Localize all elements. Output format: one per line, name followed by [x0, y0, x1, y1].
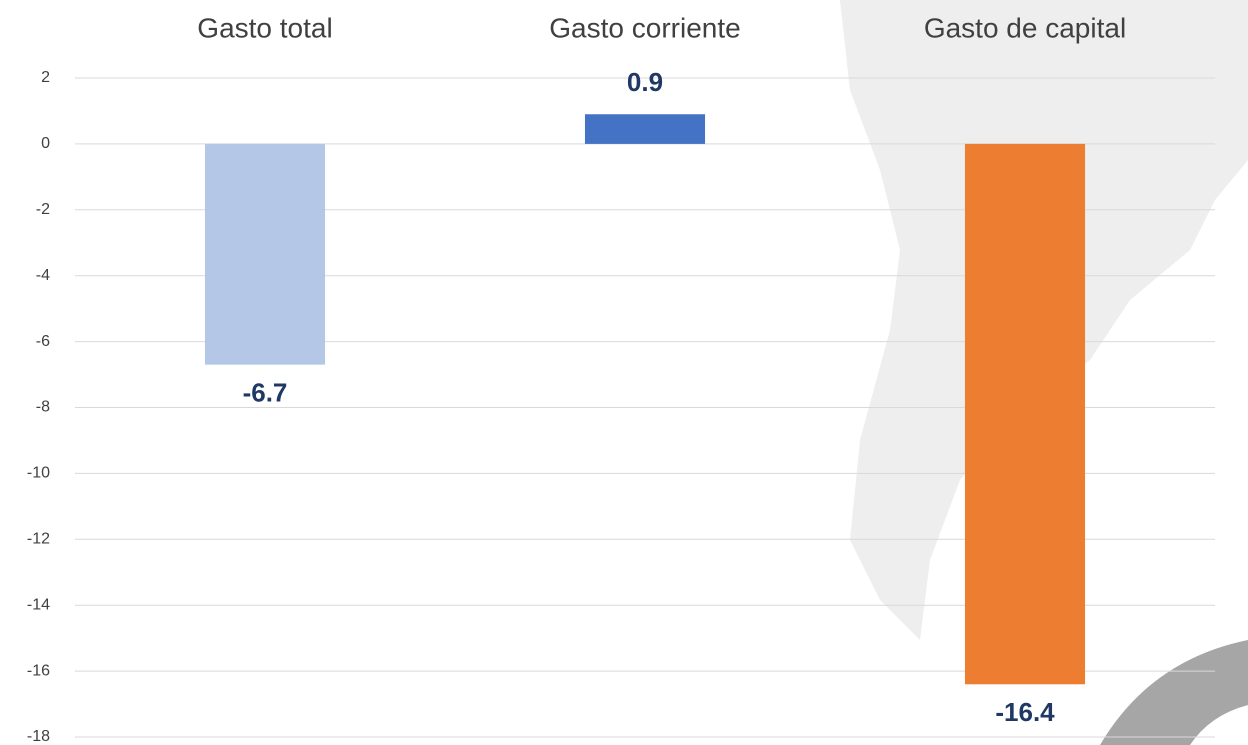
bar [964, 143, 1086, 685]
y-tick-label: -6 [36, 333, 50, 350]
y-tick-label: -2 [36, 201, 50, 218]
y-tick-label: -18 [27, 728, 50, 745]
category-label: Gasto corriente [549, 12, 740, 43]
data-label: -16.4 [995, 697, 1055, 727]
y-tick-label: -12 [27, 531, 50, 548]
category-label: Gasto de capital [924, 12, 1126, 43]
y-tick-label: -10 [27, 465, 50, 482]
data-label: -6.7 [243, 378, 288, 408]
y-tick-label: -16 [27, 662, 50, 679]
y-tick-label: -8 [36, 399, 50, 416]
y-tick-label: 2 [41, 69, 50, 86]
y-tick-label: 0 [41, 135, 50, 152]
y-tick-label: -4 [36, 267, 50, 284]
bar [584, 114, 706, 144]
y-tick-label: -14 [27, 596, 50, 613]
background-arc [1100, 640, 1248, 745]
bar [204, 143, 326, 365]
data-label: 0.9 [627, 67, 663, 97]
category-label: Gasto total [197, 12, 332, 43]
